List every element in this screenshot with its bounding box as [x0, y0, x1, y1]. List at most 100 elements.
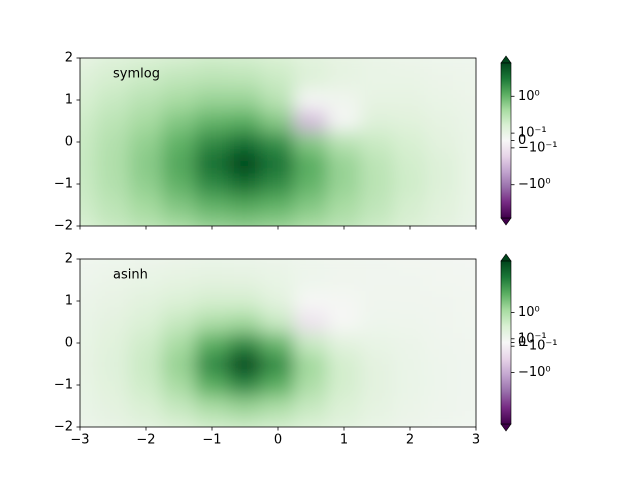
heatmap-cell: [228, 259, 262, 270]
heatmap-cell: [426, 58, 460, 69]
heatmap-cell: [162, 58, 196, 69]
heatmap-cell: [294, 152, 328, 174]
colorbar-extend-max: [500, 253, 512, 262]
y-tick-label: −1: [54, 177, 73, 192]
heatmap-cell: [228, 290, 262, 312]
heatmap-cell: [96, 395, 130, 417]
heatmap-cell: [228, 68, 262, 90]
heatmap-cell: [327, 173, 361, 195]
heatmap-cell: [294, 68, 328, 90]
heatmap-cell: [426, 332, 460, 354]
heatmap-cell: [360, 215, 394, 226]
heatmap-cell: [228, 215, 262, 226]
heatmap-cell: [294, 395, 328, 417]
colorbar: [500, 260, 512, 425]
heatmap-cell: [327, 194, 361, 216]
heatmap-cell: [360, 269, 394, 291]
heatmap-cell: [96, 311, 130, 333]
y-tick-label: −1: [54, 378, 73, 393]
y-tick-label: 2: [65, 252, 73, 267]
x-tick-label: −1: [202, 433, 221, 448]
x-tick-label: −3: [70, 433, 89, 448]
colorbar-tick-label: 0: [518, 133, 526, 148]
heatmap-cell: [195, 259, 229, 270]
heatmap-cell: [360, 89, 394, 111]
y-tick-label: 0: [65, 336, 73, 351]
heatmap-cell: [327, 110, 361, 132]
heatmap-cell: [129, 259, 163, 270]
heatmap-cell: [360, 332, 394, 354]
heatmap-cell: [228, 416, 262, 427]
heatmap-cell: [162, 131, 196, 153]
heatmap-cell: [327, 152, 361, 174]
heatmap-cell: [195, 152, 229, 174]
heatmap-cell: [261, 416, 295, 427]
heatmap-cell: [96, 416, 130, 427]
heatmap-cell: [426, 353, 460, 375]
heatmap-cell: [162, 374, 196, 396]
heatmap-cell: [228, 194, 262, 216]
heatmap-cell: [195, 395, 229, 417]
heatmap-cell: [129, 110, 163, 132]
heatmap-cell: [162, 395, 196, 417]
heatmap-cell: [129, 395, 163, 417]
heatmap-cell: [80, 131, 97, 153]
heatmap-cell: [80, 173, 97, 195]
heatmap-cell: [80, 374, 97, 396]
heatmap-cell: [80, 311, 97, 333]
heatmap-cell: [327, 416, 361, 427]
heatmap-cell: [327, 374, 361, 396]
heatmap-cell: [393, 58, 427, 69]
heatmap-cell: [426, 152, 460, 174]
heatmap-cell: [129, 416, 163, 427]
heatmap-cell: [96, 215, 130, 226]
heatmap-cell: [294, 215, 328, 226]
heatmap-cell: [162, 89, 196, 111]
heatmap-cell: [195, 311, 229, 333]
heatmap-cell: [261, 332, 295, 354]
heatmap-cell: [261, 68, 295, 90]
heatmap-cell: [459, 131, 476, 153]
y-tick-label: −2: [54, 420, 73, 435]
heatmap-cells: [80, 58, 476, 226]
heatmap-cell: [294, 332, 328, 354]
heatmap-cell: [294, 269, 328, 291]
heatmap-cell: [80, 332, 97, 354]
heatmap-cell: [459, 173, 476, 195]
heatmap-cell: [96, 131, 130, 153]
heatmap-cell: [195, 215, 229, 226]
heatmap-cell: [393, 173, 427, 195]
heatmap-cell: [261, 374, 295, 396]
heatmap-cell: [96, 332, 130, 354]
heatmap-cell: [327, 395, 361, 417]
heatmap-cell: [360, 259, 394, 270]
heatmap-cell: [393, 395, 427, 417]
heatmap-cell: [228, 131, 262, 153]
heatmap-cell: [294, 173, 328, 195]
heatmap-cell: [327, 332, 361, 354]
annotation: asinh: [113, 268, 148, 283]
heatmap-cell: [80, 68, 97, 90]
heatmap-cell: [426, 194, 460, 216]
heatmap-cell: [327, 58, 361, 69]
heatmap-cell: [360, 152, 394, 174]
y-tick-label: −2: [54, 219, 73, 234]
heatmap-cell: [195, 290, 229, 312]
heatmap-cell: [426, 290, 460, 312]
colorbar-tick-label: −10⁻¹: [518, 140, 558, 155]
heatmap-cell: [162, 353, 196, 375]
heatmap-cell: [360, 131, 394, 153]
heatmap-cell: [393, 259, 427, 270]
heatmap-cell: [294, 374, 328, 396]
heatmap-cell: [261, 89, 295, 111]
heatmap-cell: [459, 68, 476, 90]
heatmap-cell: [327, 353, 361, 375]
heatmap-cell: [129, 194, 163, 216]
annotation: symlog: [113, 67, 160, 82]
heatmap-cell: [228, 395, 262, 417]
heatmap-cell: [426, 269, 460, 291]
heatmap-cell: [426, 395, 460, 417]
heatmap-cell: [96, 353, 130, 375]
y-tick-label: 0: [65, 135, 73, 150]
